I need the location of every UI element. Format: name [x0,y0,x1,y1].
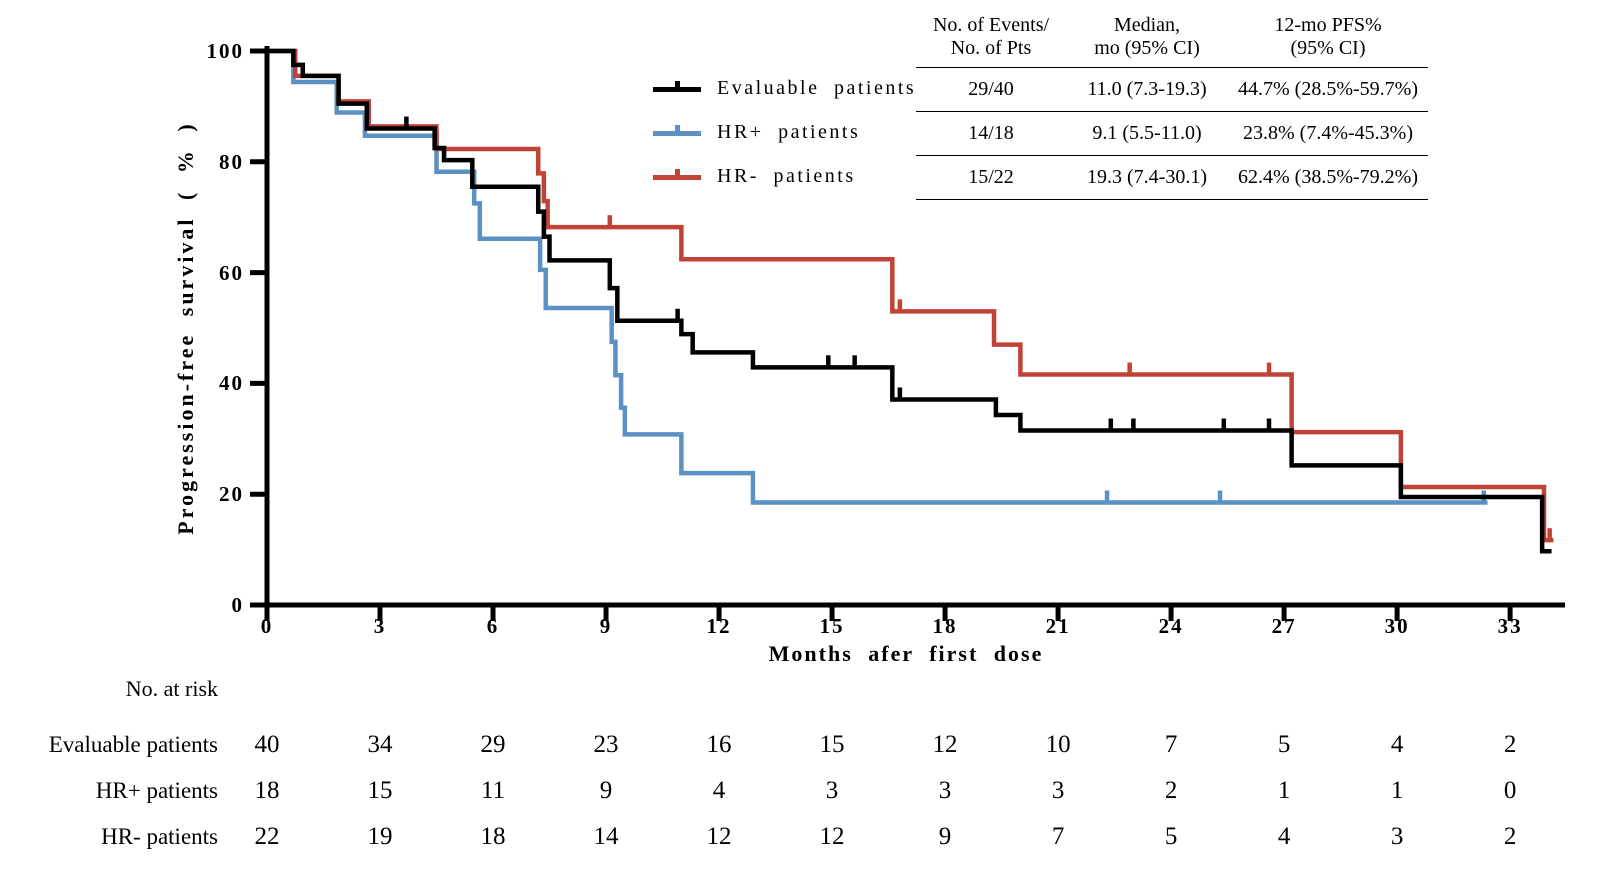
at-risk-count: 22 [254,823,280,850]
legend-item-hr-pos: HR+ patients [653,119,860,145]
km-curve-hr-patients [267,48,1488,505]
at-risk-count: 12 [932,731,958,758]
legend-item-hr-neg: HR- patients [653,163,856,189]
y-axis-title: Progression-free survival ( % ) [173,121,198,535]
median-cell: 11.0 (7.3-19.3) [1066,67,1228,112]
at-risk-count: 16 [706,731,732,758]
at-risk-count: 12 [706,823,732,850]
censor-tick-icon [675,169,680,179]
at-risk-count: 18 [480,823,506,850]
stats-row-evaluable: 29/40 11.0 (7.3-19.3) 44.7% (28.5%-59.7%… [916,67,1428,112]
stats-row-hr-neg: 15/22 19.3 (7.4-30.1) 62.4% (38.5%-79.2%… [916,155,1428,200]
x-tick-label: 6 [486,614,500,638]
pfs12-cell: 44.7% (28.5%-59.7%) [1228,67,1428,112]
y-tick-label: 0 [231,593,244,617]
events-cell: 29/40 [916,67,1066,112]
at-risk-count: 1 [1277,777,1291,804]
at-risk-count: 18 [254,777,280,804]
stats-header-pfs12: 12-mo PFS% (95% CI) [1228,14,1428,68]
legend-key-evaluable [653,81,701,95]
x-tick-label: 15 [819,614,845,638]
stats-table: No. of Events/ No. of Pts Median, mo (95… [916,14,1428,200]
stats-header-median: Median, mo (95% CI) [1066,14,1228,68]
censor-tick-icon [675,81,680,91]
at-risk-count: 3 [825,777,839,804]
at-risk-count: 34 [367,731,393,758]
censor-tick-icon [675,125,680,135]
legend-label: Evaluable patients [717,76,917,99]
at-risk-count: 10 [1045,731,1071,758]
x-tick-label: 9 [599,614,613,638]
x-tick-label: 27 [1271,614,1297,638]
x-tick-label: 30 [1384,614,1410,638]
x-tick-label: 21 [1045,614,1071,638]
at-risk-count: 2 [1503,823,1517,850]
at-risk-count: 5 [1277,731,1291,758]
median-cell: 9.1 (5.5-11.0) [1066,111,1228,156]
at-risk-title: No. at risk [125,676,218,701]
at-risk-count: 4 [712,777,726,804]
x-tick-label: 24 [1158,614,1184,638]
at-risk-count: 7 [1164,731,1178,758]
x-tick-label: 33 [1497,614,1523,638]
y-tick-label: 40 [219,371,244,396]
y-tick-label: 60 [219,260,244,285]
at-risk-count: 4 [1390,731,1404,758]
at-risk-count: 7 [1051,823,1065,850]
at-risk-count: 29 [480,731,506,758]
at-risk-count: 3 [938,777,952,804]
events-cell: 15/22 [916,155,1066,200]
pfs12-cell: 62.4% (38.5%-79.2%) [1228,155,1428,200]
at-risk-count: 15 [367,777,393,804]
stats-row-hr-pos: 14/18 9.1 (5.5-11.0) 23.8% (7.4%-45.3%) [916,111,1428,156]
at-risk-count: 0 [1503,777,1517,804]
y-tick-label: 20 [219,482,244,507]
median-cell: 19.3 (7.4-30.1) [1066,155,1228,200]
legend-key-hr-neg [653,169,701,183]
at-risk-count: 2 [1503,731,1517,758]
at-risk-count: 3 [1051,777,1065,804]
at-risk-count: 19 [367,823,393,850]
x-tick-label: 0 [260,614,274,638]
at-risk-count: 1 [1390,777,1404,804]
x-axis-title: Months afer first dose [768,641,1044,666]
events-cell: 14/18 [916,111,1066,156]
stats-header-events: No. of Events/ No. of Pts [916,14,1066,68]
at-risk-count: 14 [593,823,619,850]
at-risk-count: 23 [593,731,619,758]
at-risk-count: 5 [1164,823,1178,850]
at-risk-row-label-hr-neg: HR- patients [101,824,218,849]
at-risk-count: 40 [254,731,280,758]
y-tick-label: 100 [206,39,244,63]
at-risk-count: 9 [938,823,952,850]
at-risk-row-label-hr-pos: HR+ patients [95,778,218,803]
km-curve-evaluable-patients [267,48,1552,554]
pfs12-cell: 23.8% (7.4%-45.3%) [1228,111,1428,156]
at-risk-count: 9 [599,777,613,804]
at-risk-count: 15 [819,731,845,758]
x-tick-label: 18 [932,614,958,638]
at-risk-row-label-evaluable: Evaluable patients [48,732,218,757]
legend-label: HR- patients [717,164,856,187]
at-risk-count: 3 [1390,823,1404,850]
legend-label: HR+ patients [717,120,861,143]
x-tick-label: 3 [373,614,387,638]
legend-key-hr-pos [653,125,701,139]
x-tick-label: 12 [706,614,732,638]
at-risk-count: 2 [1164,777,1178,804]
legend-item-evaluable: Evaluable patients [653,75,916,101]
at-risk-count: 11 [480,777,506,804]
at-risk-count: 12 [819,823,845,850]
at-risk-count: 4 [1277,823,1291,850]
y-tick-label: 80 [219,149,244,174]
